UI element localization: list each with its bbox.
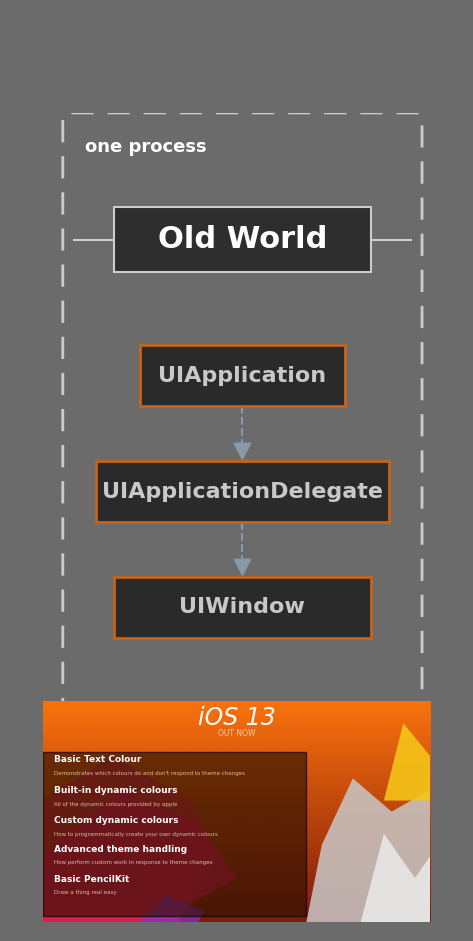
Polygon shape [307, 778, 430, 922]
Polygon shape [384, 723, 430, 801]
FancyBboxPatch shape [114, 207, 371, 272]
Text: UIApplicationDelegate: UIApplicationDelegate [102, 482, 383, 502]
Text: Demonstrates which colours do and don't respond to theme changes: Demonstrates which colours do and don't … [54, 771, 245, 776]
FancyBboxPatch shape [140, 344, 345, 407]
Text: How to programmatically create your own dynamic colours: How to programmatically create your own … [54, 832, 218, 837]
Polygon shape [140, 896, 205, 922]
Text: one process: one process [85, 138, 206, 156]
Polygon shape [43, 757, 217, 922]
Text: Basic Text Colour: Basic Text Colour [54, 755, 141, 764]
Text: Draw a thing real easy: Draw a thing real easy [54, 890, 117, 895]
Text: Basic PencilKit: Basic PencilKit [54, 874, 130, 884]
Polygon shape [43, 789, 236, 922]
FancyBboxPatch shape [96, 461, 389, 522]
Text: UIWindow: UIWindow [179, 598, 306, 617]
FancyBboxPatch shape [43, 752, 307, 916]
Text: How perform custom work in response to theme changes: How perform custom work in response to t… [54, 860, 213, 866]
Text: UIApplication: UIApplication [158, 365, 326, 386]
Polygon shape [234, 559, 251, 575]
Polygon shape [234, 443, 251, 459]
Text: Advanced theme handling: Advanced theme handling [54, 845, 187, 853]
FancyBboxPatch shape [114, 577, 371, 638]
Polygon shape [360, 834, 430, 922]
Text: iOS 13: iOS 13 [198, 706, 275, 729]
Text: Old World: Old World [158, 225, 327, 254]
Text: Custom dynamic colours: Custom dynamic colours [54, 816, 179, 825]
Text: All of the dynamic colours provided by apple: All of the dynamic colours provided by a… [54, 802, 177, 806]
Text: OUT NOW: OUT NOW [218, 728, 255, 738]
Text: Built-in dynamic colours: Built-in dynamic colours [54, 786, 178, 795]
